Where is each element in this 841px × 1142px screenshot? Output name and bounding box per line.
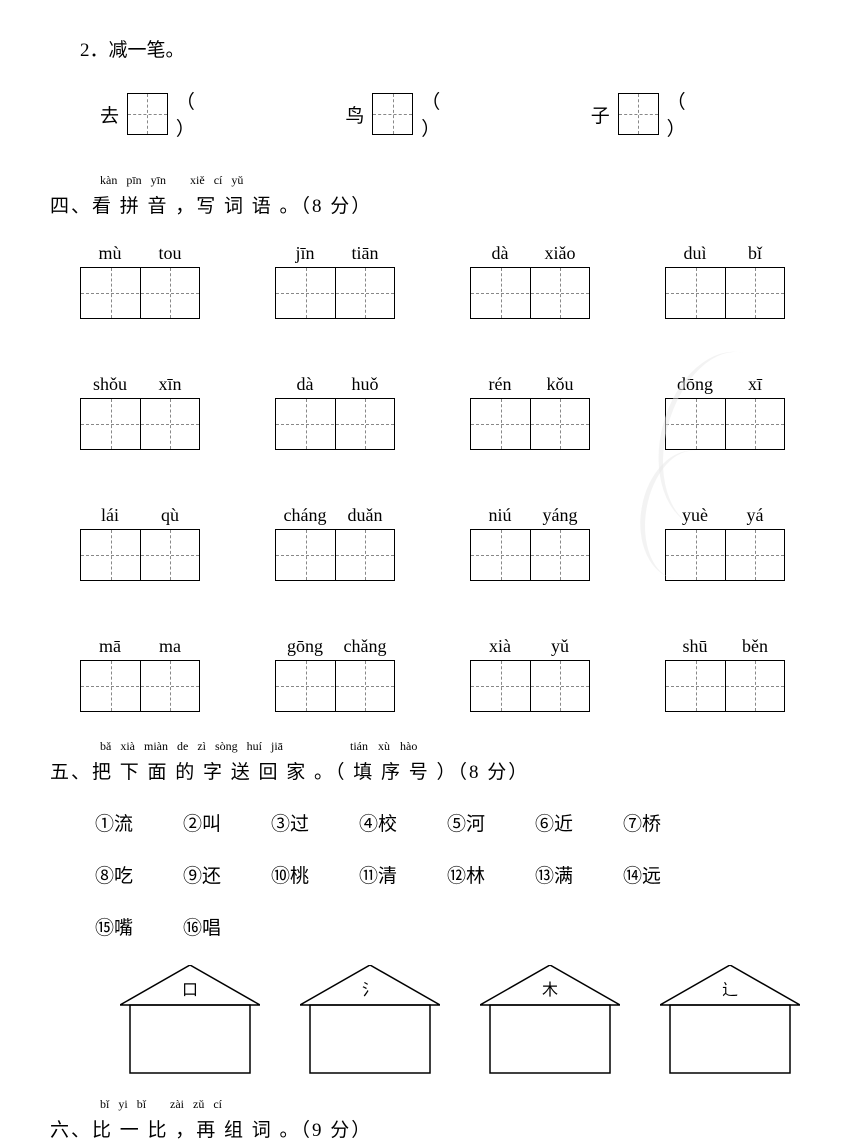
svg-text:氵: 氵 — [362, 982, 378, 999]
char-grid-box[interactable] — [470, 660, 590, 712]
char-grid-box[interactable] — [275, 398, 395, 450]
paren[interactable]: （） — [667, 87, 791, 141]
pinyin-label: gōngchǎng — [275, 636, 395, 657]
pinyin-label: māma — [80, 636, 200, 657]
pinyin-cell: yuèyá — [665, 505, 785, 581]
ruby-sec4: kànpīnyīnxiěcíyǔ — [100, 173, 243, 188]
char-item: ⑦桥 — [623, 809, 711, 836]
pinyin-label: rénkǒu — [470, 374, 590, 395]
pinyin-cell: jīntiān — [275, 243, 395, 319]
pinyin-cell: niúyáng — [470, 505, 590, 581]
char-grid-box[interactable] — [80, 267, 200, 319]
char-item: ③过 — [271, 809, 359, 836]
houses-row: 口 氵 木 辶 — [120, 965, 791, 1075]
pinyin-cell: shūběn — [665, 636, 785, 712]
pinyin-cell: mùtou — [80, 243, 200, 319]
section-6-header: bǐyibǐzàizǔcí 六、比 一 比 ，再 组 词 。（9 分） — [50, 1115, 791, 1142]
char-item: ⑮嘴 — [95, 913, 183, 940]
ruby-sec6: bǐyibǐzàizǔcí — [100, 1097, 222, 1112]
char-item: ①流 — [95, 809, 183, 836]
char-grid-box[interactable] — [80, 529, 200, 581]
char-item: ⑨还 — [183, 861, 271, 888]
char-grid-box[interactable] — [275, 529, 395, 581]
pinyin-label: shǒuxīn — [80, 374, 200, 395]
char-grid-box[interactable] — [665, 267, 785, 319]
pinyin-label: dàhuǒ — [275, 374, 395, 395]
section-5-header: bǎxiàmiàndezìsònghuíjiā tiánxùhào 五、把 下 … — [50, 757, 791, 784]
section-4-header: kànpīnyīnxiěcíyǔ 四、看 拼 音 ，写 词 语 。（8 分） — [50, 191, 791, 218]
sec6-title: 六、比 一 比 ，再 组 词 。（9 分） — [50, 1115, 791, 1142]
paren[interactable]: （） — [176, 87, 300, 141]
char-grid-box[interactable] — [665, 398, 785, 450]
char-box[interactable] — [127, 93, 168, 135]
pinyin-label: yuèyá — [665, 505, 785, 526]
q2-char-1: 鸟 — [345, 101, 364, 128]
char-item: ⑫林 — [447, 861, 535, 888]
pinyin-cell: dōngxī — [665, 374, 785, 450]
char-grid-box[interactable] — [470, 529, 590, 581]
pinyin-label: niúyáng — [470, 505, 590, 526]
char-item: ⑥近 — [535, 809, 623, 836]
pinyin-cell: māma — [80, 636, 200, 712]
pinyin-label: chángduǎn — [275, 505, 395, 526]
char-grid-box[interactable] — [665, 529, 785, 581]
char-item: ⑪清 — [359, 861, 447, 888]
char-grid-box[interactable] — [470, 267, 590, 319]
char-grid-box[interactable] — [80, 660, 200, 712]
char-item: ⑬满 — [535, 861, 623, 888]
svg-text:木: 木 — [542, 981, 558, 999]
q2-char-0: 去 — [100, 101, 119, 128]
pinyin-cell: dàhuǒ — [275, 374, 395, 450]
pinyin-label: mùtou — [80, 243, 200, 264]
sec5-title: 五、把 下 面 的 字 送 回 家 。（ 填 序 号 ）（8 分） — [50, 757, 791, 784]
pinyin-cell: láiqù — [80, 505, 200, 581]
char-item: ⑯唱 — [183, 913, 271, 940]
pinyin-label: shūběn — [665, 636, 785, 657]
pinyin-label: dōngxī — [665, 374, 785, 395]
char-item: ⑤河 — [447, 809, 535, 836]
house[interactable]: 口 — [120, 965, 260, 1075]
pinyin-cell: xiàyǔ — [470, 636, 590, 712]
pinyin-label: láiqù — [80, 505, 200, 526]
char-item: ⑧吃 — [95, 861, 183, 888]
house[interactable]: 氵 — [300, 965, 440, 1075]
char-grid-box[interactable] — [275, 660, 395, 712]
char-grid-box[interactable] — [665, 660, 785, 712]
sec4-title: 四、看 拼 音 ，写 词 语 。（8 分） — [50, 191, 791, 218]
q2-row: 去 （） 鸟 （） 子 （） — [100, 87, 791, 141]
char-item: ④校 — [359, 809, 447, 836]
pinyin-grid: mùtou jīntiān dàxiǎo duìbǐ shǒuxīn dàhuǒ rénkǒ… — [80, 243, 791, 712]
char-grid-box[interactable] — [470, 398, 590, 450]
char-list: ①流②叫③过④校⑤河⑥近⑦桥 ⑧吃⑨还⑩桃⑪清⑫林⑬满⑭远 ⑮嘴⑯唱 — [95, 809, 791, 940]
pinyin-cell: chángduǎn — [275, 505, 395, 581]
pinyin-cell: gōngchǎng — [275, 636, 395, 712]
char-item: ②叫 — [183, 809, 271, 836]
pinyin-label: jīntiān — [275, 243, 395, 264]
pinyin-cell: shǒuxīn — [80, 374, 200, 450]
q2-title: 2．减一笔。 — [80, 35, 791, 62]
pinyin-cell: dàxiǎo — [470, 243, 590, 319]
house[interactable]: 辶 — [660, 965, 800, 1075]
pinyin-label: duìbǐ — [665, 243, 785, 264]
svg-text:辶: 辶 — [722, 981, 738, 999]
pinyin-label: xiàyǔ — [470, 636, 590, 657]
svg-text:口: 口 — [182, 982, 198, 999]
pinyin-cell: rénkǒu — [470, 374, 590, 450]
pinyin-label: dàxiǎo — [470, 243, 590, 264]
char-grid-box[interactable] — [80, 398, 200, 450]
char-box[interactable] — [618, 93, 659, 135]
pinyin-cell: duìbǐ — [665, 243, 785, 319]
char-item: ⑭远 — [623, 861, 711, 888]
house[interactable]: 木 — [480, 965, 620, 1075]
q2-char-2: 子 — [591, 101, 610, 128]
ruby-sec5b: tiánxùhào — [350, 739, 417, 754]
paren[interactable]: （） — [421, 87, 545, 141]
char-item: ⑩桃 — [271, 861, 359, 888]
ruby-sec5a: bǎxiàmiàndezìsònghuíjiā — [100, 739, 283, 754]
char-grid-box[interactable] — [275, 267, 395, 319]
char-box[interactable] — [372, 93, 413, 135]
